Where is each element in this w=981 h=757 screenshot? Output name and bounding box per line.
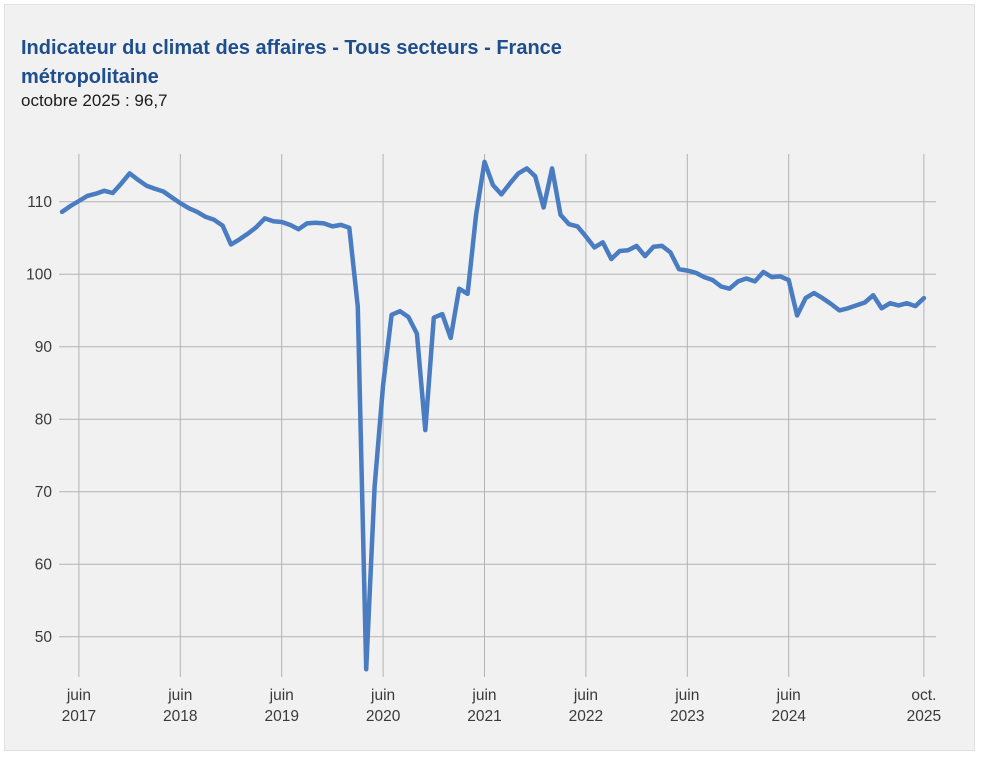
y-tick-label: 50	[35, 629, 53, 646]
x-tick-label-month: juin	[776, 687, 801, 704]
x-axis-labels: juin 2017 juin 2018 juin 2019 juin 2020 juin 2021…	[62, 687, 941, 725]
x-tick-label-year: 2018	[163, 708, 197, 725]
x-tick-label-year: 2022	[569, 708, 603, 725]
x-tick-label-year: 2025	[907, 708, 941, 725]
chart-panel: Indicateur du climat des affaires - Tous…	[4, 4, 975, 751]
x-tick-label-month: juin	[674, 687, 699, 704]
x-tick-label-month: juin	[66, 687, 91, 704]
y-gridlines	[59, 201, 936, 638]
x-tick-label-month: juin	[269, 687, 294, 704]
x-tick-label-year: 2017	[62, 708, 96, 725]
y-axis-labels: 110 100 90 80 70 60 50	[26, 194, 52, 646]
x-tick-label-year: 2021	[467, 708, 501, 725]
data-line[interactable]	[59, 159, 927, 672]
y-tick-label: 70	[35, 484, 53, 501]
x-tick-label-month: juin	[573, 687, 598, 704]
x-tick-label-month: oct.	[911, 687, 936, 704]
y-tick-label: 60	[35, 557, 53, 574]
x-tick-label-year: 2024	[771, 708, 806, 725]
x-tick-label-year: 2019	[264, 708, 298, 725]
x-gridlines	[78, 154, 925, 677]
y-tick-label: 80	[35, 412, 53, 429]
x-tick-label-year: 2020	[366, 708, 401, 725]
indicator-series-line[interactable]	[59, 159, 927, 672]
x-tick-label-month: juin	[471, 687, 496, 704]
chart-title: Indicateur du climat des affaires - Tous…	[21, 37, 562, 88]
y-tick-label: 100	[26, 267, 52, 284]
x-tick-label-month: juin	[167, 687, 192, 704]
x-tick-label-year: 2023	[670, 708, 704, 725]
chart-latest-value: octobre 2025 : 96,7	[21, 91, 168, 110]
y-tick-label: 110	[27, 194, 52, 211]
y-tick-label: 90	[35, 339, 53, 356]
x-tick-label-month: juin	[370, 687, 395, 704]
